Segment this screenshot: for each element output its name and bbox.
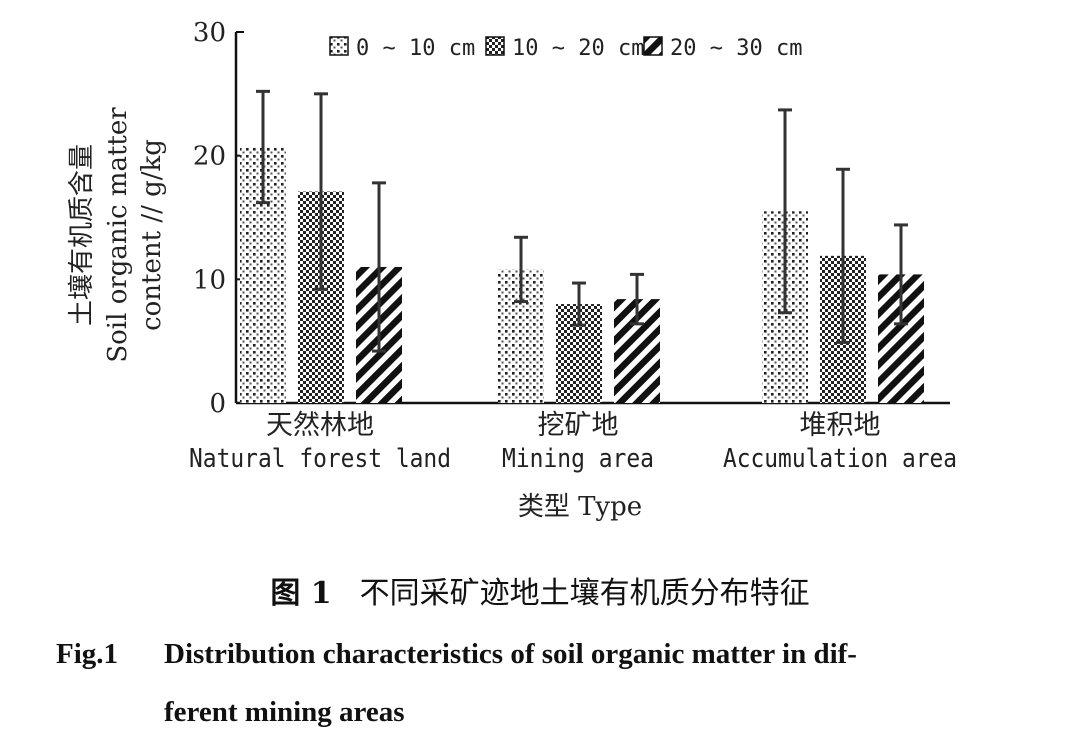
y-axis-title-line: Soil organic matter xyxy=(103,107,133,363)
x-axis-title: 类型 Type xyxy=(518,492,642,522)
category-label-zh: 堆积地 xyxy=(800,410,881,441)
legend-swatch xyxy=(643,36,663,56)
error-bars-group xyxy=(256,89,908,353)
caption-chinese-label: 图 1 xyxy=(270,576,332,611)
y-tick-label: 20 xyxy=(193,142,226,172)
y-axis-title-line: 土壤有机质含量 xyxy=(67,144,97,326)
legend-swatch xyxy=(485,36,505,56)
y-tick-label: 0 xyxy=(209,389,226,419)
y-axis-title-line: content // g/kg xyxy=(137,139,167,331)
legend-label: 20 ~ 30 cm xyxy=(670,36,802,61)
legend: 0 ~ 10 cm 10 ~ 20 cm 20 ~ 30 cm xyxy=(329,36,802,61)
caption-chinese-text: 不同采矿迹地土壤有机质分布特征 xyxy=(359,576,810,611)
bar-chart: 土壤有机质含量 Soil organic matter content // g/k… xyxy=(67,18,957,522)
caption-chinese: 图 1 不同采矿迹地土壤有机质分布特征 xyxy=(0,568,1080,612)
caption-english-label: Fig.1 xyxy=(56,638,119,670)
legend-label: 0 ~ 10 cm xyxy=(356,36,475,61)
y-tick-label: 30 xyxy=(193,18,226,48)
legend-label: 10 ~ 20 cm xyxy=(512,36,644,61)
category-label-zh: 天然林地 xyxy=(266,410,374,441)
category-label-zh: 挖矿地 xyxy=(538,410,619,441)
legend-swatch xyxy=(329,36,349,56)
category-label-en: Mining area xyxy=(502,444,654,474)
bars-group xyxy=(240,147,924,403)
category-label-en: Natural forest land xyxy=(189,444,451,474)
y-tick-label: 10 xyxy=(193,265,226,295)
caption-english-line1: Distribution characteristics of soil org… xyxy=(164,638,857,670)
y-axis-title: 土壤有机质含量 Soil organic matter content // g/k… xyxy=(67,107,167,363)
caption-english-line2: ferent mining areas xyxy=(164,696,405,728)
category-label-en: Accumulation area xyxy=(723,444,957,474)
